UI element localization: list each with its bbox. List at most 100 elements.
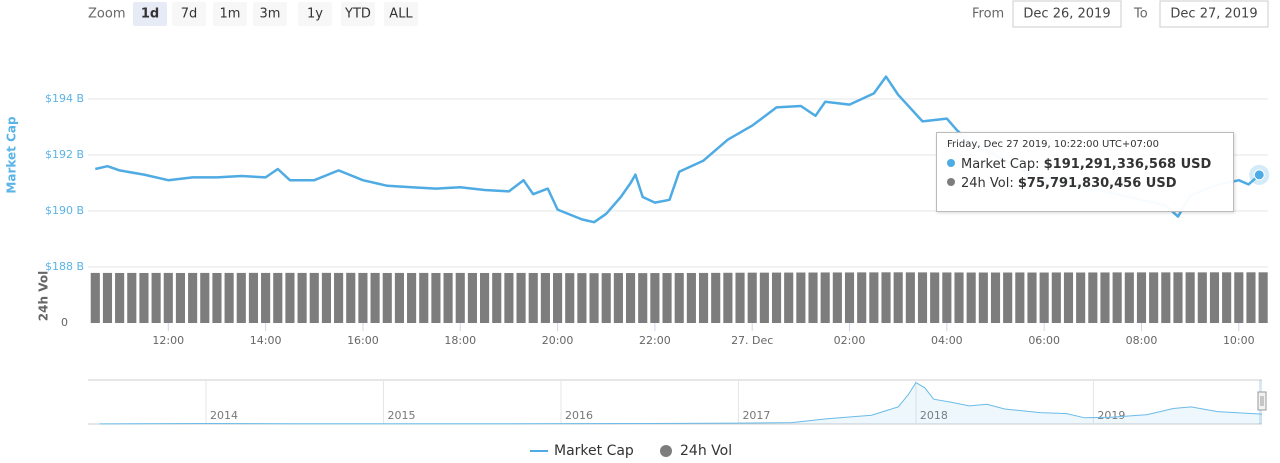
- volume-bar: [115, 272, 125, 323]
- legend-label[interactable]: 24h Vol: [680, 443, 732, 459]
- volume-bar: [1076, 272, 1086, 323]
- tooltip-row: 24h Vol: $75,791,830,456 USD: [947, 174, 1233, 193]
- volume-bar: [200, 272, 210, 323]
- zoom-button[interactable]: YTD: [341, 2, 375, 26]
- x-tick-label: 18:00: [444, 334, 476, 347]
- volume-bar: [358, 272, 368, 323]
- volume-bar: [1185, 272, 1195, 323]
- volume-bar: [1209, 272, 1220, 323]
- zoom-button-bg[interactable]: [253, 2, 287, 26]
- zoom-button-bg[interactable]: [213, 2, 247, 26]
- tooltip-bullet: [947, 178, 955, 186]
- volume-bar: [394, 272, 404, 323]
- tooltip-value: $191,291,336,568 USD: [1043, 157, 1212, 172]
- volume-bar: [747, 272, 757, 323]
- navigator-tick-label: 2019: [1097, 409, 1125, 422]
- volume-bar: [662, 273, 672, 323]
- volume-bar: [1100, 272, 1110, 323]
- volume-bar: [1063, 272, 1074, 323]
- navigator-tick-label: 2014: [210, 409, 238, 422]
- volume-bar: [492, 272, 502, 323]
- volume-bar: [175, 272, 186, 323]
- volume-bar: [382, 272, 392, 323]
- volume-bar: [1003, 272, 1013, 323]
- y2-axis-title: 24h Vol: [37, 271, 51, 321]
- volume-bar: [1173, 272, 1183, 323]
- zoom-button-label[interactable]: YTD: [344, 7, 371, 22]
- zoom-button-label[interactable]: 1m: [220, 7, 241, 22]
- volume-bar: [1197, 272, 1207, 323]
- volume-bar: [820, 272, 830, 323]
- zoom-button[interactable]: 1y: [298, 2, 332, 26]
- volume-bar: [431, 272, 441, 323]
- from-value[interactable]: Dec 26, 2019: [1023, 7, 1110, 22]
- x-tick-label: 14:00: [250, 334, 282, 347]
- volume-bar: [1124, 272, 1134, 323]
- volume-bar: [844, 272, 855, 323]
- zoom-button-label[interactable]: 3m: [260, 7, 281, 22]
- tooltip: Friday, Dec 27 2019, 10:22:00 UTC+07:00 …: [936, 132, 1234, 212]
- legend-label[interactable]: Market Cap: [554, 443, 634, 459]
- volume-bar: [1112, 272, 1122, 323]
- zoom-button[interactable]: 1m: [213, 2, 247, 26]
- volume-bar: [1015, 272, 1025, 323]
- volume-bar: [480, 272, 490, 323]
- zoom-button[interactable]: 1d: [133, 2, 167, 26]
- volume-bar: [917, 272, 928, 323]
- volume-bar: [1246, 272, 1256, 323]
- volume-bar: [1051, 272, 1061, 323]
- zoom-button-label[interactable]: 1d: [141, 7, 159, 22]
- volume-bar: [759, 272, 769, 323]
- volume-bar: [334, 272, 344, 323]
- zoom-label: Zoom: [88, 7, 125, 22]
- legend-symbol[interactable]: [660, 445, 672, 457]
- zoom-button-bg[interactable]: [384, 2, 418, 26]
- volume-bar: [857, 272, 867, 323]
- y-tick-label: $190 B: [45, 204, 84, 217]
- volume-bar: [309, 272, 319, 323]
- zoom-button-label[interactable]: 1y: [307, 7, 323, 22]
- volume-bar: [212, 272, 222, 323]
- navigator-tick-label: 2017: [742, 409, 770, 422]
- volume-bar: [930, 272, 940, 323]
- tooltip-label: 24h Vol:: [961, 176, 1014, 191]
- tooltip-label: Market Cap:: [961, 157, 1040, 172]
- from-label: From: [972, 7, 1004, 22]
- to-input[interactable]: [1159, 0, 1269, 28]
- volume-bar: [1234, 272, 1244, 323]
- zoom-button-bg[interactable]: [341, 2, 375, 26]
- volume-bar: [285, 272, 295, 323]
- zoom-button-bg[interactable]: [298, 2, 332, 26]
- from-input[interactable]: [1012, 0, 1122, 28]
- volume-bar: [370, 272, 380, 323]
- zoom-button-label[interactable]: ALL: [389, 7, 413, 22]
- legend: Market Cap 24h Vol: [530, 443, 732, 459]
- zoom-button-bg[interactable]: [133, 2, 167, 26]
- volume-bar: [893, 272, 903, 323]
- x-tick-label: 16:00: [347, 334, 379, 347]
- y-tick-label: $188 B: [45, 260, 84, 273]
- volume-bar: [638, 273, 648, 323]
- volume-bar: [261, 272, 271, 323]
- range-selector: Zoom: [88, 7, 125, 22]
- x-tick-label: 06:00: [1028, 334, 1060, 347]
- volume-bar: [565, 273, 575, 323]
- x-tick-label: 10:00: [1223, 334, 1255, 347]
- volume-bar: [455, 272, 465, 323]
- navigator-area: [99, 382, 1262, 424]
- volume-bar: [686, 272, 696, 323]
- navigator-handle[interactable]: [1257, 391, 1267, 411]
- to-value[interactable]: Dec 27, 2019: [1170, 7, 1257, 22]
- tooltip-bullet: [947, 159, 955, 167]
- y2-tick-label: 0: [61, 316, 68, 329]
- zoom-button[interactable]: ALL: [384, 2, 418, 26]
- zoom-button-label[interactable]: 7d: [181, 7, 198, 22]
- volume-bar: [978, 272, 988, 323]
- volume-bar: [553, 273, 563, 323]
- volume-bar: [443, 272, 453, 323]
- volume-bar: [248, 272, 259, 323]
- zoom-button-bg[interactable]: [172, 2, 206, 26]
- zoom-button[interactable]: 7d: [172, 2, 206, 26]
- zoom-button[interactable]: 3m: [253, 2, 287, 26]
- volume-bar: [723, 272, 733, 323]
